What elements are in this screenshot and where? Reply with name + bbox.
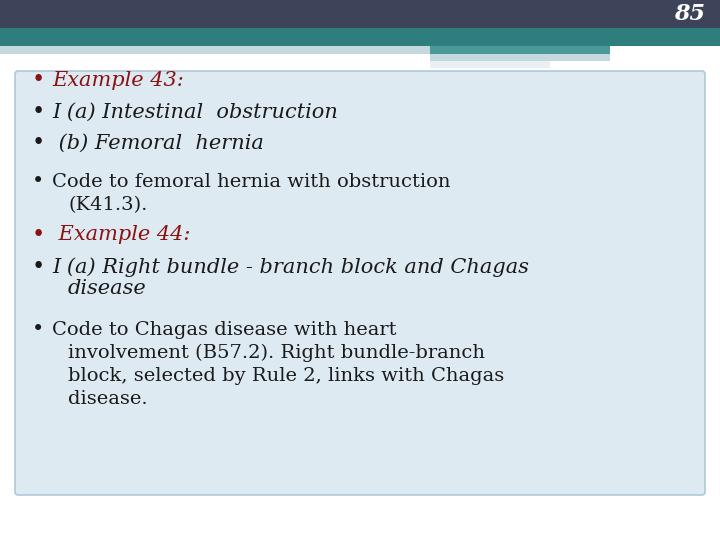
Text: •: • (32, 321, 44, 340)
Text: I (a) Intestinal  obstruction: I (a) Intestinal obstruction (52, 103, 338, 122)
Text: •: • (32, 69, 45, 91)
Text: block, selected by Rule 2, links with Chagas: block, selected by Rule 2, links with Ch… (68, 367, 504, 385)
Text: •: • (32, 256, 45, 278)
Text: Example 43:: Example 43: (52, 71, 184, 90)
Text: (K41.3).: (K41.3). (68, 196, 148, 214)
Text: 85: 85 (674, 3, 705, 25)
Text: I (a) Right bundle - branch block and Chagas: I (a) Right bundle - branch block and Ch… (52, 257, 529, 277)
Text: Example 44:: Example 44: (52, 226, 190, 245)
Text: disease: disease (68, 280, 147, 299)
Text: Code to Chagas disease with heart: Code to Chagas disease with heart (52, 321, 397, 339)
Bar (430, 61, 550, 68)
Text: •: • (32, 101, 45, 123)
Bar (0, 28, 720, 46)
Text: (b) Femoral  hernia: (b) Femoral hernia (52, 133, 264, 152)
Text: disease.: disease. (68, 390, 148, 408)
Bar (0, 46, 430, 54)
Text: •: • (32, 172, 44, 192)
Text: •: • (32, 224, 45, 246)
Text: Code to femoral hernia with obstruction: Code to femoral hernia with obstruction (52, 173, 451, 191)
Text: •: • (32, 132, 45, 154)
FancyBboxPatch shape (15, 71, 705, 495)
Bar (430, 46, 610, 54)
Bar (430, 54, 610, 61)
Text: involvement (B57.2). Right bundle-branch: involvement (B57.2). Right bundle-branch (68, 344, 485, 362)
Bar (0, 0, 720, 28)
